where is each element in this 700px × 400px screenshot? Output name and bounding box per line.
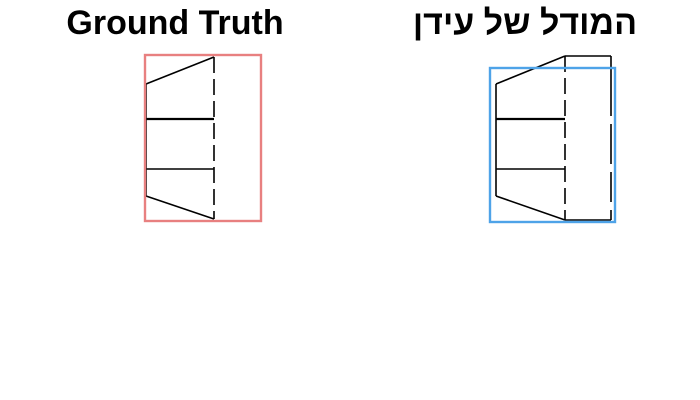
ground-truth-lines (145, 56, 215, 220)
ground-truth-title: Ground Truth (66, 4, 284, 42)
model-title: המודל של עידן (412, 4, 638, 42)
ground-truth-drawing (143, 53, 263, 223)
gt-bottom-slant (145, 195, 215, 220)
model-bottom-slant (495, 195, 566, 221)
model-top-slant (495, 55, 566, 85)
model-drawing (488, 55, 617, 224)
ground-truth-bounding-box (143, 53, 263, 223)
model-lines (495, 55, 612, 221)
gt-top-slant (145, 56, 215, 85)
model-bounding-box (488, 66, 617, 224)
